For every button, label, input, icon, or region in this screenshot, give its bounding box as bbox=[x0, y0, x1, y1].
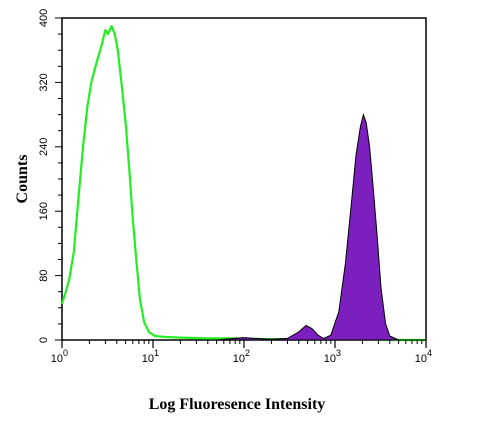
y-axis: 0 80 160 240 320 400 bbox=[38, 9, 62, 343]
y-tick-label: 240 bbox=[38, 138, 50, 156]
x-tick-exponent: 2 bbox=[245, 348, 250, 358]
x-tick-exponent: 4 bbox=[427, 348, 432, 358]
x-tick-label: 10 bbox=[324, 353, 336, 365]
x-axis-title: Log Fluoresence Intensity bbox=[149, 396, 326, 413]
x-tick-label: 10 bbox=[142, 353, 154, 365]
x-axis: 10 0 10 1 10 2 10 3 10 4 bbox=[51, 340, 432, 365]
x-tick-label: 10 bbox=[233, 353, 245, 365]
y-tick-label: 80 bbox=[38, 269, 50, 281]
x-tick-exponent: 1 bbox=[154, 348, 159, 358]
y-axis-title: Counts bbox=[14, 155, 31, 204]
y-tick-label: 160 bbox=[38, 202, 50, 220]
series-layer bbox=[60, 25, 426, 342]
x-tick-exponent: 3 bbox=[336, 348, 341, 358]
y-tick-label: 400 bbox=[38, 9, 50, 27]
x-tick-exponent: 0 bbox=[63, 348, 68, 358]
x-tick-label: 10 bbox=[415, 353, 427, 365]
series-1-filled-histogram bbox=[62, 112, 426, 341]
x-tick-label: 10 bbox=[51, 353, 63, 365]
y-tick-label: 320 bbox=[38, 73, 50, 91]
y-tick-label: 0 bbox=[38, 337, 50, 343]
